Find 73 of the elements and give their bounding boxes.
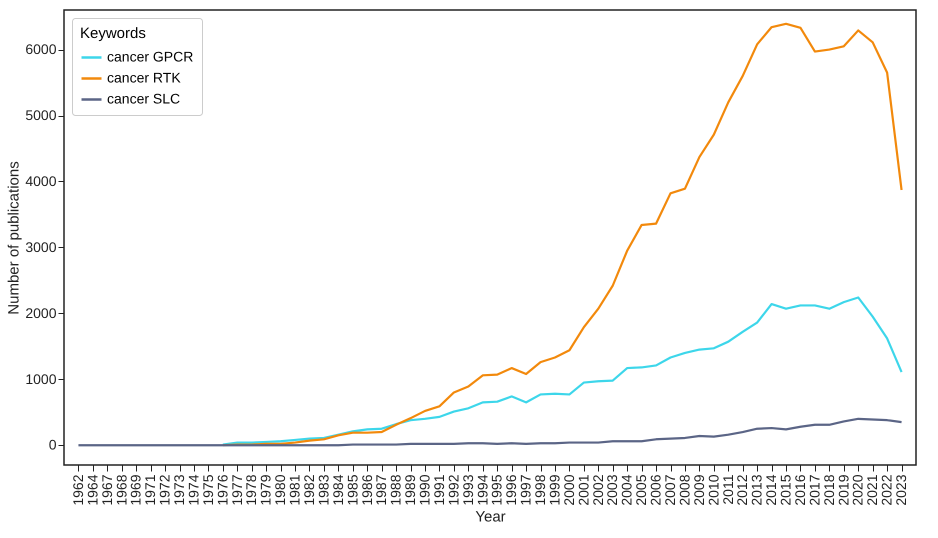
x-tick-label: 2004: [618, 474, 635, 506]
x-tick-label: 2021: [864, 474, 880, 506]
y-axis-title: Number of publications: [5, 161, 22, 315]
x-tick-label: 1974: [185, 474, 202, 506]
x-tick-label: 1973: [171, 474, 188, 506]
x-tick-label: 2018: [820, 474, 837, 506]
x-tick-label: 2008: [676, 474, 692, 506]
x-tick-label: 1975: [200, 474, 216, 506]
x-tick-label: 2020: [850, 474, 866, 506]
x-tick-label: 1969: [128, 474, 144, 506]
x-tick-label: 1985: [344, 474, 360, 506]
y-tick-label: 6000: [25, 41, 57, 58]
x-tick-label: 1996: [503, 474, 520, 506]
x-tick-label: 1981: [286, 474, 303, 506]
y-tick-label: 1000: [25, 370, 57, 387]
x-tick-label: 1983: [315, 474, 332, 506]
x-tick-label: 2014: [763, 474, 780, 506]
x-tick-label: 2010: [705, 474, 722, 506]
x-tick-label: 1979: [258, 474, 274, 506]
x-tick-label: 1991: [430, 474, 447, 506]
x-tick-label: 2016: [792, 474, 808, 506]
x-tick-label: 2009: [690, 474, 707, 506]
y-tick-label: 2000: [25, 304, 57, 321]
x-tick-label: 2011: [720, 474, 736, 505]
x-tick-label: 1987: [373, 474, 390, 506]
x-tick-label: 1978: [243, 474, 260, 506]
y-tick-label: 5000: [25, 107, 57, 124]
x-tick-label: 1988: [388, 474, 404, 506]
x-tick-label: 1990: [416, 474, 433, 506]
x-tick-label: 2001: [575, 474, 592, 506]
line-series: [77, 418, 903, 446]
x-tick-label: 2002: [590, 474, 606, 506]
x-tick-label: 1997: [518, 474, 534, 506]
x-tick-label: 2022: [878, 474, 895, 506]
x-tick-label: 1964: [84, 474, 100, 506]
x-tick-label: 2012: [734, 474, 750, 506]
x-tick-label: 1977: [228, 474, 245, 506]
legend-label: cancer RTK: [107, 70, 182, 86]
legend-title: Keywords: [80, 25, 146, 42]
x-tick-label: 1971: [142, 474, 158, 506]
legend-label: cancer GPCR: [107, 48, 194, 64]
x-tick-label: 1982: [300, 474, 317, 506]
x-tick-label: 1967: [98, 474, 115, 506]
y-tick-label: 0: [48, 436, 57, 453]
x-tick-label: 1999: [546, 474, 562, 506]
x-tick-label: 1992: [445, 474, 462, 506]
y-tick-label: 3000: [25, 238, 57, 255]
x-tick-label: 2019: [835, 474, 852, 506]
legend-label: cancer SLC: [107, 90, 180, 106]
line-series: [222, 296, 903, 446]
x-tick-label: 1972: [156, 474, 173, 506]
x-tick-label: 2015: [778, 474, 794, 506]
x-tick-label: 2023: [893, 474, 910, 506]
x-tick-label: 1986: [358, 474, 375, 506]
x-tick-label: 2013: [748, 474, 765, 506]
x-tick-label: 1968: [113, 474, 130, 506]
x-tick-label: 1995: [488, 474, 505, 506]
x-tick-label: 1984: [330, 474, 346, 506]
x-tick-label: 2005: [633, 474, 650, 506]
x-tick-label: 2000: [560, 474, 577, 506]
x-tick-label: 2006: [648, 474, 664, 506]
x-tick-label: 2003: [604, 474, 620, 506]
x-tick-label: 1994: [474, 474, 490, 506]
x-tick-label: 2017: [806, 474, 822, 506]
x-axis-title: Year: [475, 508, 506, 526]
x-tick-label: 1962: [70, 474, 86, 506]
x-tick-label: 1993: [460, 474, 476, 506]
y-tick-label: 4000: [25, 172, 57, 189]
x-tick-label: 1998: [532, 474, 548, 506]
x-tick-label: 2007: [662, 474, 678, 506]
x-tick-label: 1976: [214, 474, 230, 506]
x-tick-label: 1989: [402, 474, 418, 506]
x-tick-label: 1980: [272, 474, 288, 506]
